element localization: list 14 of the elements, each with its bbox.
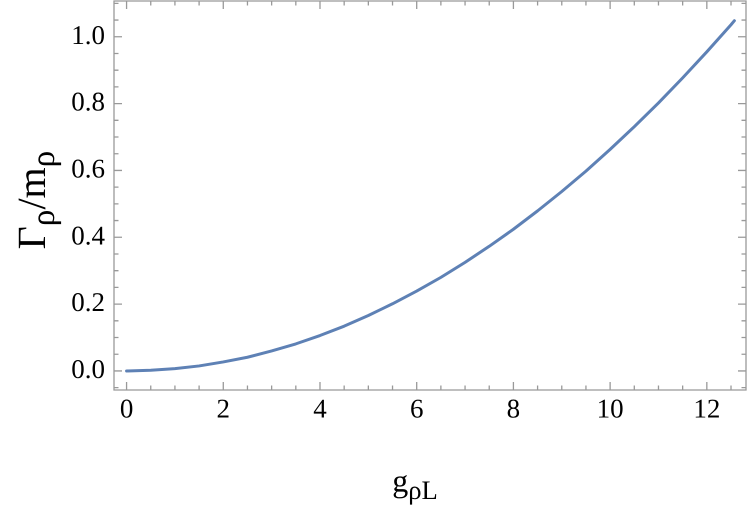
x-tick-label: 6 (410, 393, 424, 424)
x-tick-label: 12 (693, 393, 720, 424)
x-axis-title: g$_{ρL}$ (392, 462, 438, 505)
x-tick-label: 2 (216, 393, 230, 424)
y-tick-label: 1.0 (71, 20, 105, 50)
y-tick-label: 0.2 (71, 287, 105, 318)
y-tick-label: 0.8 (71, 86, 105, 117)
y-tick-label: 0.0 (71, 354, 105, 384)
x-tick-label: 4 (313, 393, 328, 424)
y-tick-label: 0.4 (71, 220, 106, 250)
x-tick-label: 10 (596, 393, 624, 424)
x-tick-label: 0 (120, 393, 134, 424)
x-tick-label: 8 (506, 393, 520, 424)
y-tick-label: 0.6 (71, 154, 105, 184)
